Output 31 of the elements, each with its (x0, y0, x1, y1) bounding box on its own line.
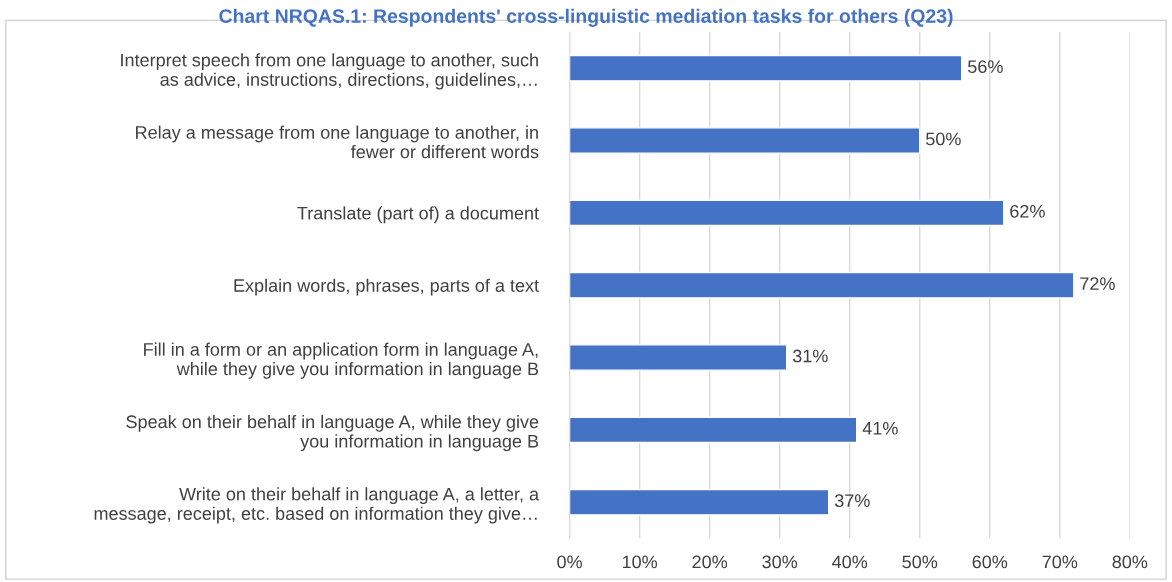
data-label: 56% (968, 60, 1003, 74)
x-tick-label: 40% (832, 555, 868, 569)
x-tick-label: 80% (1112, 555, 1148, 569)
bar (569, 54, 963, 82)
x-tick-label: 0% (557, 555, 582, 569)
bar (569, 127, 921, 154)
y-tick-label: Explain words, phrases, parts of a text (234, 278, 539, 296)
y-tick-label: Relay a message from one language to another, in fewer or different words (136, 125, 539, 159)
y-tick-label: Interpret speech from one language to another, such as advice, instructions, directions, guidelines,… (121, 53, 538, 90)
data-label: 62% (1010, 204, 1045, 218)
bar (569, 271, 1075, 299)
data-label: 50% (926, 132, 961, 146)
data-label: 72% (1080, 277, 1115, 290)
y-tick-label: Speak on their behalf in language A, while they give you information in language B (126, 414, 539, 452)
y-tick-label: Translate (part of) a document (297, 206, 539, 224)
bar (569, 488, 830, 516)
x-tick-label: 70% (1042, 555, 1078, 569)
chart-title: Chart NRQAS.1: Respondents' cross-linguistic mediation tasks for others (Q23) (219, 8, 953, 27)
y-tick-label: Fill in a form or an application form in language A, while they give you information in language B (144, 342, 539, 379)
bar (569, 199, 1005, 227)
x-tick-label: 50% (902, 555, 938, 569)
bar (569, 416, 858, 444)
x-tick-label: 60% (972, 555, 1008, 569)
x-tick-label: 20% (692, 555, 728, 569)
y-tick-label: Write on their behalf in language A, a letter, a message, receipt, etc. based on information they give… (94, 487, 540, 524)
bar (569, 344, 788, 371)
data-label: 41% (862, 421, 898, 435)
x-tick-label: 10% (622, 555, 658, 569)
x-tick-label: 30% (762, 555, 798, 569)
data-label: 31% (792, 349, 828, 363)
data-label: 37% (834, 494, 870, 508)
